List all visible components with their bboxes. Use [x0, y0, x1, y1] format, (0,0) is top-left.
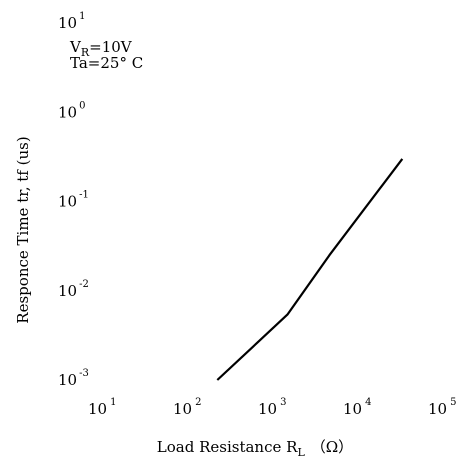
- x-tick-label-4: 10 5: [428, 397, 456, 418]
- y-tick-label-4: 10 -3: [58, 368, 89, 389]
- y-tick-label-1: 10 0: [58, 100, 85, 121]
- x-tick-label-0: 10 1: [88, 397, 116, 418]
- y-tick-label-2: 10 -1: [58, 190, 89, 211]
- annotation-ta: Ta=25° C: [70, 54, 143, 72]
- annotation-vr: VR=10V: [69, 38, 133, 59]
- x-tick-label-1: 10 2: [173, 397, 201, 418]
- y-axis-label: Responce Time tr, tf (us): [14, 136, 32, 323]
- x-axis-label: Load Resistance RL （Ω）: [157, 438, 353, 459]
- y-tick-label-0: 10 1: [58, 11, 85, 32]
- series-group: [216, 158, 404, 381]
- y-tick-label-3: 10 -2: [58, 279, 89, 300]
- series-line-0: [216, 158, 404, 381]
- x-tick-label-3: 10 4: [343, 397, 371, 418]
- x-axis-ticks: 10 1 10 2 10 3 10 4 10 5: [88, 397, 456, 418]
- x-tick-label-2: 10 3: [258, 397, 286, 418]
